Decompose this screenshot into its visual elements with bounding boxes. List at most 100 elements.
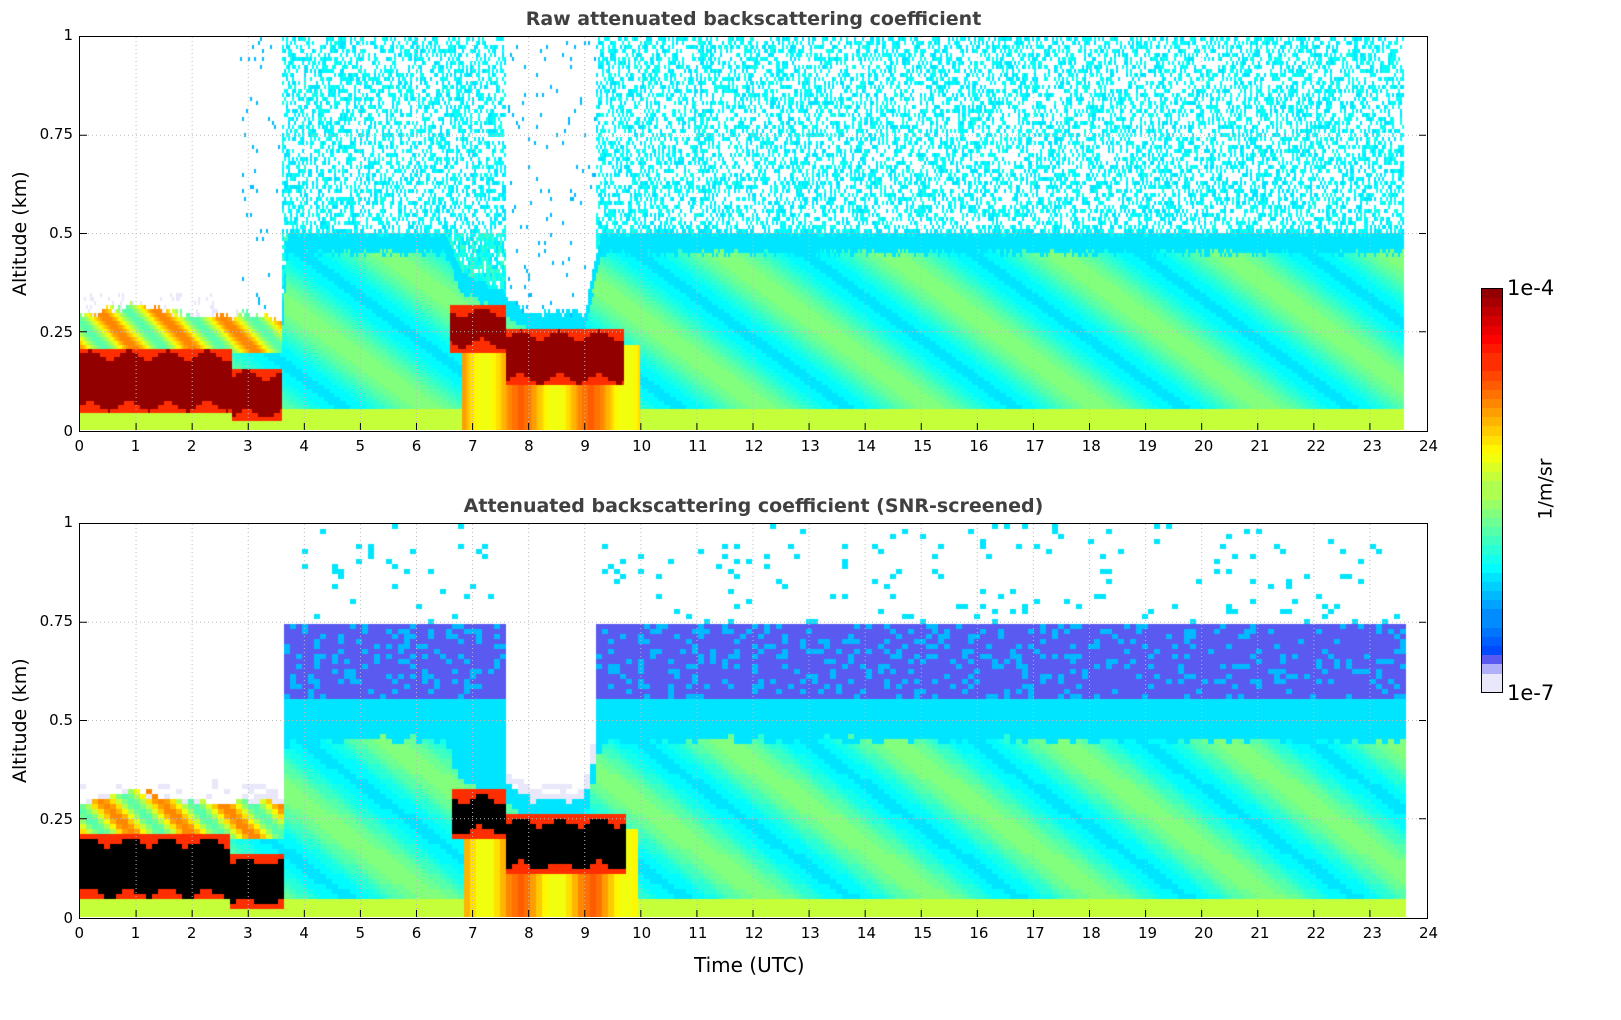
top-grid [80,37,1426,430]
colorbar-swatch [1482,636,1502,647]
x-tick-label: 18 [1081,437,1101,455]
x-tick-label: 10 [632,924,652,942]
y-tick-label: 1 [63,513,73,531]
x-tick-label: 4 [299,924,309,942]
x-tick-label: 16 [969,924,989,942]
colorbar-swatch [1482,499,1502,509]
colorbar-swatch [1482,508,1502,518]
colorbar-swatch [1482,572,1502,582]
colorbar-swatch [1482,426,1502,436]
colorbar-swatch [1482,389,1502,399]
colorbar-swatch [1482,325,1502,335]
x-tick-label: 1 [130,437,141,455]
colorbar-swatch [1482,627,1502,637]
colorbar-swatch [1482,435,1502,445]
x-tick-label: 8 [524,924,534,942]
x-tick-label: 15 [913,924,933,942]
y-tick-label: 1 [63,26,73,44]
top-heatmap-axes [79,36,1428,432]
colorbar-swatch [1482,591,1502,601]
colorbar-swatch [1482,600,1502,610]
x-tick-label: 17 [1025,924,1045,942]
x-tick-label: 20 [1194,924,1214,942]
colorbar-swatch [1482,682,1502,692]
y-tick-label: 0 [63,422,73,440]
colorbar-swatch [1482,472,1502,482]
x-tick-label: 12 [744,924,764,942]
x-tick-label: 8 [524,437,534,455]
colorbar-swatch [1482,453,1502,463]
x-tick-label: 11 [688,924,708,942]
colorbar-swatch [1482,462,1502,473]
x-tick-label: 20 [1194,437,1214,455]
y-tick-label: 0.75 [39,125,73,143]
colorbar-swatch [1482,353,1502,363]
y-tick-label: 0.5 [49,224,73,242]
colorbar-min-label: 1e-7 [1507,681,1555,705]
x-tick-label: 9 [580,437,590,455]
y-tick-label: 0 [63,909,73,927]
x-tick-label: 19 [1137,924,1158,942]
top-ylabel: Altitude (km) [9,171,31,296]
bottom-xlabel: Time (UTC) [694,953,805,977]
colorbar-swatch [1482,343,1502,354]
x-tick-label: 0 [74,924,85,942]
x-tick-label: 11 [688,437,708,455]
y-tick-label: 0.5 [49,711,73,729]
x-tick-label: 22 [1306,924,1326,942]
x-tick-label: 24 [1419,924,1439,942]
x-tick-label: 24 [1419,437,1439,455]
colorbar-swatch [1482,517,1502,528]
colorbar-swatch [1482,408,1502,418]
x-tick-label: 13 [800,437,820,455]
colorbar-swatch [1482,655,1502,665]
x-tick-label: 14 [856,437,876,455]
bottom-heatmap-axes [79,523,1428,919]
colorbar-swatch [1482,646,1502,656]
colorbar-swatch [1482,536,1502,546]
x-tick-label: 4 [299,437,309,455]
x-tick-label: 19 [1137,437,1158,455]
colorbar-swatch [1482,316,1502,326]
x-tick-label: 15 [913,437,933,455]
colorbar-swatch [1482,527,1502,537]
colorbar-swatch [1482,673,1502,683]
x-tick-label: 5 [355,437,366,455]
top-plot-title: Raw attenuated backscattering coefficien… [525,8,982,30]
x-tick-label: 2 [186,924,197,942]
x-tick-label: 1 [130,924,141,942]
colorbar-swatch [1482,490,1502,500]
colorbar-swatch [1482,398,1502,409]
x-tick-label: 21 [1250,924,1270,942]
colorbar-swatch [1482,582,1502,592]
x-tick-label: 14 [856,924,876,942]
colorbar-swatch [1482,481,1502,491]
x-tick-label: 22 [1306,437,1326,455]
x-tick-label: 23 [1362,924,1382,942]
x-tick-label: 3 [243,924,253,942]
x-tick-label: 3 [243,437,253,455]
colorbar-swatch [1482,664,1502,674]
x-tick-label: 10 [632,437,652,455]
x-tick-label: 5 [355,924,366,942]
colorbar-swatch [1482,618,1502,628]
y-tick-label: 0.25 [39,323,73,341]
y-tick-label: 0.75 [39,612,73,630]
x-tick-label: 6 [411,437,422,455]
x-tick-label: 21 [1250,437,1270,455]
x-tick-label: 18 [1081,924,1101,942]
colorbar-swatch [1482,371,1502,381]
colorbar-swatch [1482,444,1502,454]
bottom-grid [80,524,1426,917]
colorbar-swatch [1482,563,1502,573]
colorbar-swatch [1482,307,1502,317]
colorbar-swatch [1482,554,1502,564]
x-tick-label: 6 [411,924,422,942]
x-tick-label: 2 [186,437,197,455]
colorbar [1481,288,1503,693]
y-tick-label: 0.25 [39,810,73,828]
colorbar-swatch [1482,362,1502,372]
x-tick-label: 17 [1025,437,1045,455]
x-tick-label: 13 [800,924,820,942]
